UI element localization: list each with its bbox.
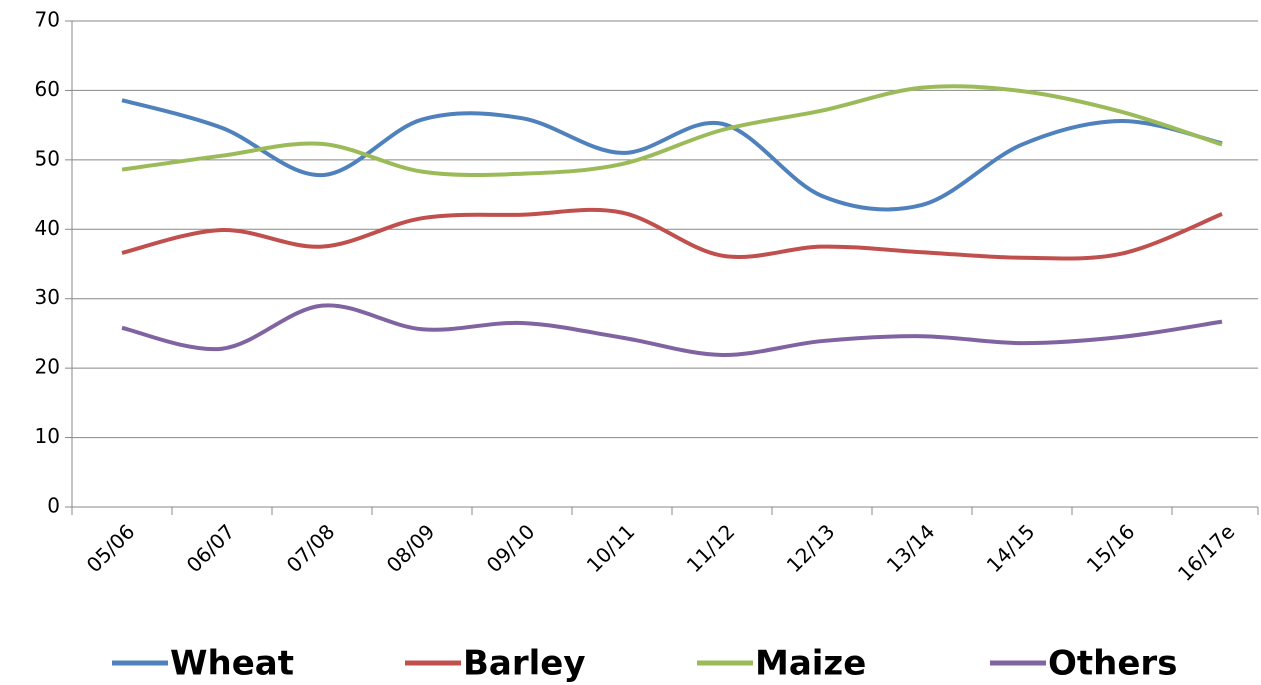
line-series [121,84,1223,178]
x-tick-label: 09/10 [482,519,540,577]
y-tick-label: 30 [35,285,60,309]
x-tick-label: 14/15 [982,519,1040,577]
y-tick-label: 50 [35,146,60,170]
x-tick-label: 12/13 [782,519,840,577]
x-tick-label: 08/09 [382,519,440,577]
legend-label: Wheat [170,644,294,684]
y-tick-label: 20 [35,355,60,379]
x-tick-label: 15/16 [1082,519,1140,577]
x-tick-label: 05/06 [82,519,140,577]
x-tick-label: 13/14 [882,519,940,577]
line-series [121,207,1223,261]
x-tick-label: 06/07 [182,519,240,577]
y-tick-label: 40 [35,216,60,240]
legend-label: Barley [463,644,586,684]
x-tick-label: 11/12 [682,519,740,577]
legend-label: Maize [755,644,866,684]
y-tick-label: 10 [35,424,60,448]
y-tick-label: 0 [47,494,60,518]
y-tick-label: 60 [35,77,60,101]
line-series [121,98,1223,212]
y-tick-label: 70 [35,8,60,32]
x-tick-label: 07/08 [282,519,340,577]
x-tick-label: 16/17e [1173,519,1239,585]
line-series [121,303,1223,357]
legend-label: Others [1048,644,1177,684]
x-tick-label: 10/11 [582,519,640,577]
